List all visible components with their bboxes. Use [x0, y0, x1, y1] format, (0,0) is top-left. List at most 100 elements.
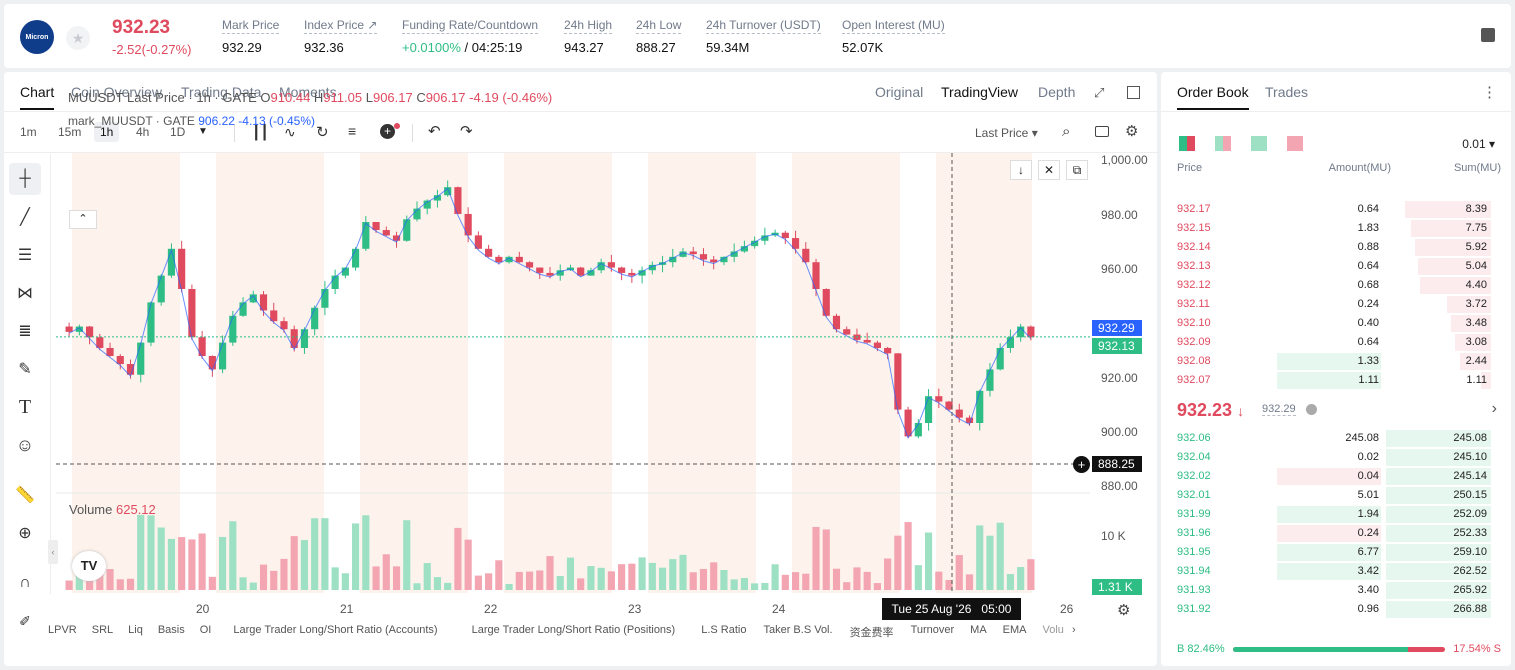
candle-body	[955, 409, 963, 418]
mark-info-icon[interactable]	[1306, 404, 1317, 415]
candle-type-icon[interactable]: ┃┃	[252, 124, 269, 140]
tf-15m[interactable]: 15m	[58, 125, 82, 139]
close-pane-icon[interactable]: ✕	[1038, 160, 1060, 180]
ask-row[interactable]: 932.11 0.24 3.72	[1161, 295, 1503, 314]
ob-mid-price[interactable]: 932.23 ↓	[1177, 400, 1245, 420]
bid-row[interactable]: 931.95 6.77 259.10	[1161, 543, 1503, 562]
tf-4h[interactable]: 4h	[136, 125, 150, 139]
add-alert-icon[interactable]: +	[1073, 456, 1090, 473]
precision-select[interactable]: 0.01 ▾	[1462, 137, 1495, 151]
emoji-tool-icon[interactable]: ☺	[15, 434, 35, 455]
stat-index-price[interactable]: Index Price ↗ 932.36	[304, 18, 378, 55]
pattern-tool-icon[interactable]: ⋈	[17, 285, 33, 302]
tf-1m[interactable]: 1m	[20, 125, 37, 139]
pencil-tool-icon[interactable]: ✐	[19, 612, 31, 629]
bid-row[interactable]: 931.94 3.42 262.52	[1161, 562, 1503, 581]
more-options-icon[interactable]: ⋮	[1482, 84, 1497, 101]
camera-icon[interactable]	[1095, 126, 1109, 137]
indicator-ma[interactable]: MA	[970, 624, 987, 636]
ask-row[interactable]: 932.10 0.40 3.48	[1161, 314, 1503, 333]
timeframe-dropdown-icon[interactable]: ▼	[198, 126, 208, 137]
tab-moments[interactable]: Moments	[279, 84, 337, 100]
settings-gear-icon[interactable]: ⚙	[1125, 123, 1139, 140]
bid-row[interactable]: 932.06 245.08 245.08	[1161, 429, 1503, 448]
indicator-taker-bs-vol[interactable]: Taker B.S Vol.	[763, 624, 833, 636]
magnet-tool-icon[interactable]: ∩	[19, 574, 31, 591]
tab-trading-data[interactable]: Trading Data	[181, 84, 262, 100]
brush-tool-icon[interactable]: ✎	[18, 361, 32, 378]
collapse-toolbar-handle[interactable]: ‹	[48, 540, 58, 564]
axis-settings-icon[interactable]: ⚙	[1117, 602, 1131, 619]
indicator-basis[interactable]: Basis	[157, 624, 185, 636]
tab-chart[interactable]: Chart	[20, 84, 55, 110]
price-source-select[interactable]: Last Price ▾	[975, 126, 1038, 140]
indicator-srl[interactable]: SRL	[91, 624, 114, 636]
layout-bids-icon[interactable]	[1251, 136, 1267, 151]
layout-asks-icon[interactable]	[1287, 136, 1303, 151]
indicator-lpvr[interactable]: LPVR	[48, 624, 77, 636]
ask-row[interactable]: 932.09 0.64 3.08	[1161, 333, 1503, 352]
volume-bar	[986, 535, 994, 590]
ask-row[interactable]: 932.15 1.83 7.75	[1161, 219, 1503, 238]
layout-both-icon[interactable]	[1179, 136, 1195, 151]
indicator-oi[interactable]: OI	[199, 624, 212, 636]
indicator-liq[interactable]: Liq	[128, 624, 143, 636]
ask-row[interactable]: 932.13 0.64 5.04	[1161, 257, 1503, 276]
templates-icon[interactable]: ≡	[348, 123, 357, 139]
tf-1h[interactable]: 1h	[94, 122, 120, 142]
undo-icon[interactable]: ↶	[428, 123, 441, 140]
indicator-funding-rate[interactable]: 资金费率	[849, 627, 894, 639]
bid-row[interactable]: 931.93 3.40 265.92	[1161, 581, 1503, 600]
maximize-pane-icon[interactable]: ⧉	[1066, 160, 1088, 180]
tab-order-book[interactable]: Order Book	[1177, 84, 1249, 110]
view-tradingview[interactable]: TradingView	[941, 84, 1019, 100]
ruler-tool-icon[interactable]: 📏	[15, 487, 35, 504]
ask-row[interactable]: 932.08 1.33 2.44	[1161, 352, 1503, 371]
view-depth[interactable]: Depth	[1038, 84, 1076, 100]
collapse-legend-button[interactable]: ⌃	[69, 210, 97, 229]
stat-mark-price[interactable]: Mark Price 932.29	[222, 18, 280, 55]
indicator-volume[interactable]: Volu	[1042, 624, 1064, 636]
redo-icon[interactable]: ↷	[460, 123, 473, 140]
crosshair-tool-icon[interactable]: ┼	[9, 163, 41, 195]
bid-row[interactable]: 932.02 0.04 245.14	[1161, 467, 1503, 486]
indicator-ltlsr-positions[interactable]: Large Trader Long/Short Ratio (Positions…	[471, 624, 676, 636]
fullscreen-icon[interactable]	[1127, 86, 1140, 99]
trendline-tool-icon[interactable]: ╱	[20, 209, 30, 226]
view-original[interactable]: Original	[875, 84, 924, 100]
ask-row[interactable]: 932.12 0.68 4.40	[1161, 276, 1503, 295]
scroll-down-icon[interactable]: ↓	[1010, 160, 1032, 180]
zoom-in-tool-icon[interactable]: ⊕	[18, 525, 32, 542]
add-indicator-icon[interactable]: +	[380, 124, 395, 139]
search-icon[interactable]: ⌕	[1062, 123, 1071, 140]
bid-row[interactable]: 932.04 0.02 245.10	[1161, 448, 1503, 467]
text-tool-icon[interactable]: T	[18, 395, 32, 418]
layout-mixed-icon[interactable]	[1215, 136, 1231, 151]
ask-row[interactable]: 932.17 0.64 8.39	[1161, 200, 1503, 219]
bid-row[interactable]: 932.01 5.01 250.15	[1161, 486, 1503, 505]
indicator-ls-ratio[interactable]: L.S Ratio	[701, 624, 747, 636]
replay-icon[interactable]: ↻	[316, 124, 329, 141]
bid-row[interactable]: 931.92 0.96 266.88	[1161, 600, 1503, 619]
tab-coin-overview[interactable]: Coin Overview	[71, 84, 163, 100]
scroll-right-icon[interactable]: ›	[1071, 624, 1076, 636]
indicator-ema[interactable]: EMA	[1002, 624, 1027, 636]
bid-row[interactable]: 931.96 0.24 252.33	[1161, 524, 1503, 543]
tab-trades[interactable]: Trades	[1265, 84, 1309, 100]
candlestick-chart[interactable]	[56, 153, 1090, 593]
indicator-turnover[interactable]: Turnover	[910, 624, 955, 636]
ask-row[interactable]: 932.07 1.11 1.11	[1161, 371, 1503, 390]
candle-body	[96, 337, 104, 348]
bid-row[interactable]: 931.99 1.94 252.09	[1161, 505, 1503, 524]
favorite-star-icon[interactable]: ★	[66, 26, 90, 50]
indicators-icon[interactable]: ∿	[284, 124, 296, 140]
ask-row[interactable]: 932.14 0.88 5.92	[1161, 238, 1503, 257]
expand-icon[interactable]: ⤢	[1094, 85, 1105, 100]
book-icon[interactable]	[1481, 28, 1495, 42]
tf-1d[interactable]: 1D	[170, 125, 186, 139]
chevron-right-icon[interactable]: ›	[1491, 400, 1497, 417]
fib-tool-icon[interactable]: ≣	[18, 323, 32, 340]
indicator-ltlsr-accounts[interactable]: Large Trader Long/Short Ratio (Accounts)	[233, 624, 438, 636]
stat-funding-rate[interactable]: Funding Rate/Countdown +0.0100% / 04:25:…	[402, 18, 539, 55]
horizontal-lines-tool-icon[interactable]: ☰	[17, 247, 33, 264]
